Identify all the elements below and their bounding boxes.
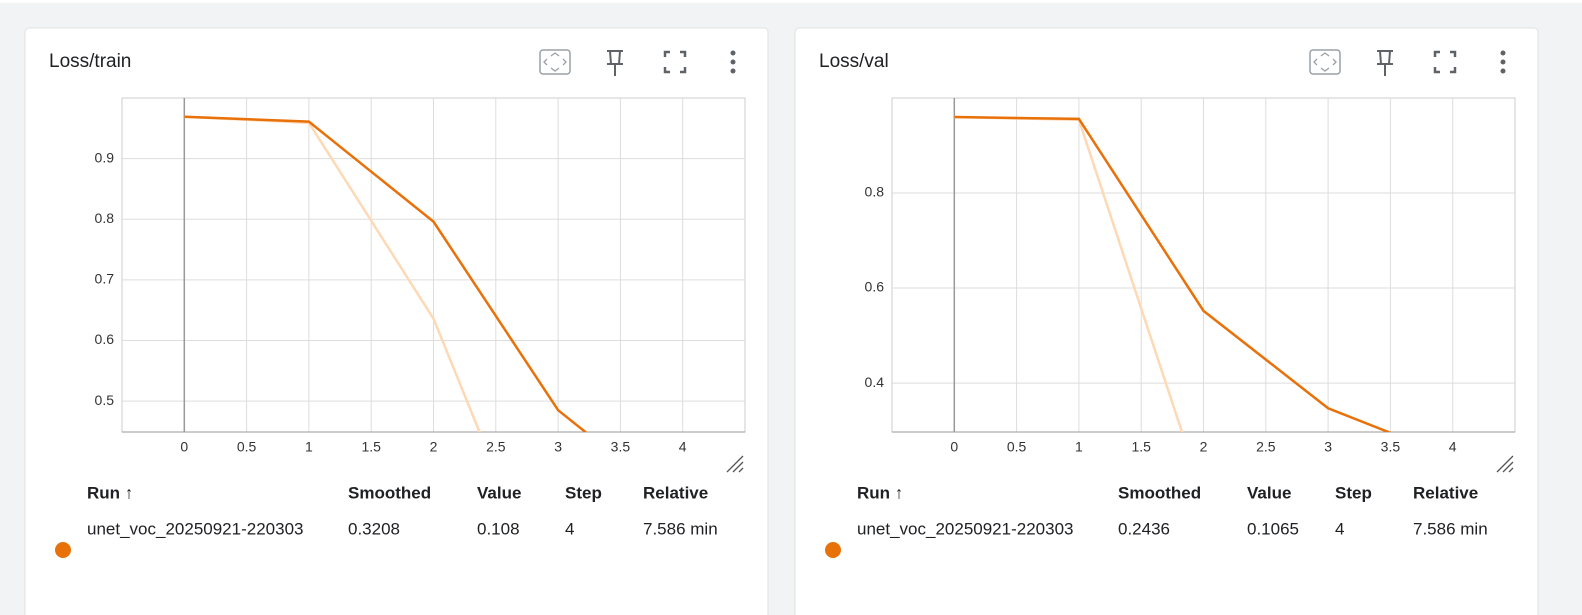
card-title: Loss/train	[49, 51, 131, 72]
table-cell: 0.1065	[1247, 519, 1299, 538]
x-tick-label: 1	[1075, 439, 1083, 455]
table-cell: unet_voc_20250921-220303	[87, 519, 303, 538]
card	[794, 27, 1539, 615]
table-header: Run ↑	[87, 483, 133, 502]
table-cell: 0.3208	[348, 519, 400, 538]
table-cell: 4	[565, 519, 574, 538]
resize-handle	[1496, 455, 1514, 473]
table-cell: unet_voc_20250921-220303	[857, 519, 1073, 538]
table-cell: 7.586 min	[1413, 519, 1488, 538]
top-bar	[0, 0, 1582, 3]
table-header: Smoothed	[1118, 483, 1201, 502]
x-tick-label: 2.5	[486, 439, 506, 455]
y-tick-label: 0.8	[865, 184, 885, 200]
y-tick-label: 0.9	[95, 149, 115, 165]
smoothed-line	[184, 115, 588, 432]
y-tick-label: 0.4	[865, 374, 885, 390]
table-cell: 0.108	[477, 519, 520, 538]
table-cell: 0.2436	[1118, 519, 1170, 538]
x-tick-label: 3	[1324, 439, 1332, 455]
x-tick-label: 0.5	[237, 439, 257, 455]
table-header: Value	[1247, 483, 1291, 502]
x-tick-label: 2	[1200, 439, 1208, 455]
table-cell: 7.586 min	[643, 519, 718, 538]
run-color-dot	[55, 542, 71, 558]
table-header: Run ↑	[857, 483, 903, 502]
x-tick-label: 2	[430, 439, 438, 455]
x-tick-label: 4	[1449, 439, 1457, 455]
x-tick-label: 1	[305, 439, 313, 455]
table-header: Relative	[643, 483, 708, 502]
y-tick-label: 0.6	[865, 279, 885, 295]
x-tick-label: 2.5	[1256, 439, 1276, 455]
run-color-dot	[825, 542, 841, 558]
x-tick-label: 3.5	[1381, 439, 1401, 455]
table-header: Relative	[1413, 483, 1478, 502]
card-title: Loss/val	[819, 51, 889, 72]
table-header: Smoothed	[348, 483, 431, 502]
x-tick-label: 1.5	[361, 439, 381, 455]
x-tick-label: 4	[679, 439, 687, 455]
table-cell: 4	[1335, 519, 1344, 538]
table-header: Step	[565, 483, 602, 502]
x-tick-label: 1.5	[1131, 439, 1151, 455]
table-header: Step	[1335, 483, 1372, 502]
x-tick-label: 3.5	[611, 439, 631, 455]
resize-handle	[726, 455, 744, 473]
y-tick-label: 0.8	[95, 210, 115, 226]
x-tick-label: 0	[950, 439, 958, 455]
y-tick-label: 0.5	[95, 392, 115, 408]
card	[24, 27, 769, 615]
table-header: Value	[477, 483, 521, 502]
x-tick-label: 0.5	[1007, 439, 1027, 455]
x-tick-label: 0	[180, 439, 188, 455]
smoothed-line	[954, 115, 1392, 432]
x-tick-label: 3	[554, 439, 562, 455]
y-tick-label: 0.7	[95, 271, 115, 287]
y-tick-label: 0.6	[95, 331, 115, 347]
